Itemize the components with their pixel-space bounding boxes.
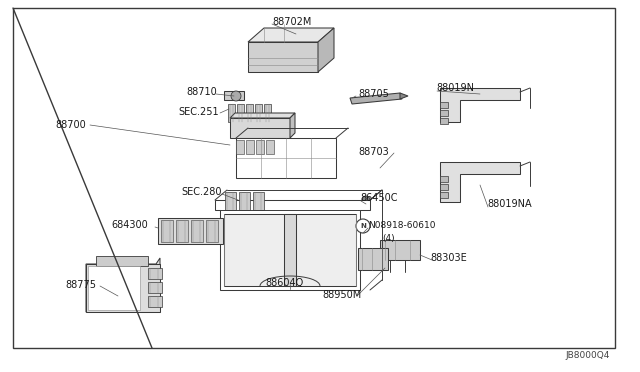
- Bar: [255, 104, 262, 122]
- Text: 88604Q: 88604Q: [265, 278, 303, 288]
- Bar: [161, 220, 173, 242]
- Circle shape: [231, 91, 241, 101]
- Text: 88710: 88710: [186, 87, 217, 97]
- Bar: [86, 264, 160, 312]
- Polygon shape: [248, 28, 334, 42]
- Text: JB8000Q4: JB8000Q4: [566, 351, 610, 360]
- Bar: [440, 102, 448, 108]
- Text: (4): (4): [382, 234, 395, 243]
- Bar: [191, 220, 203, 242]
- Bar: [256, 140, 264, 154]
- Polygon shape: [236, 138, 336, 178]
- Text: 88700: 88700: [55, 120, 86, 130]
- Polygon shape: [350, 93, 402, 104]
- Text: 88705: 88705: [358, 89, 389, 99]
- Polygon shape: [284, 214, 296, 286]
- Bar: [239, 192, 250, 210]
- Polygon shape: [248, 42, 318, 72]
- Bar: [440, 110, 448, 116]
- Polygon shape: [358, 248, 388, 270]
- Text: 88703: 88703: [358, 147, 388, 157]
- Bar: [440, 118, 448, 124]
- Bar: [148, 268, 162, 279]
- Polygon shape: [380, 240, 420, 260]
- Polygon shape: [224, 214, 356, 286]
- Text: SEC.280: SEC.280: [181, 187, 221, 197]
- Text: 88019N: 88019N: [436, 83, 474, 93]
- Bar: [158, 218, 223, 244]
- Text: 86450C: 86450C: [360, 193, 397, 203]
- Text: 88775: 88775: [65, 280, 96, 290]
- Polygon shape: [215, 200, 370, 290]
- Polygon shape: [400, 93, 408, 99]
- Bar: [440, 184, 448, 190]
- Polygon shape: [318, 28, 334, 72]
- Bar: [440, 192, 448, 198]
- Polygon shape: [440, 162, 520, 202]
- Polygon shape: [230, 113, 295, 118]
- Polygon shape: [290, 113, 295, 138]
- Text: 88019NA: 88019NA: [487, 199, 532, 209]
- Bar: [266, 140, 274, 154]
- Text: N08918-60610: N08918-60610: [368, 221, 435, 231]
- Bar: [246, 104, 253, 122]
- Text: 684300: 684300: [111, 220, 148, 230]
- Bar: [176, 220, 188, 242]
- Bar: [148, 296, 162, 307]
- Text: 88303E: 88303E: [430, 253, 467, 263]
- Bar: [440, 176, 448, 182]
- Polygon shape: [230, 118, 290, 138]
- Text: 88950M: 88950M: [322, 290, 361, 300]
- Circle shape: [362, 196, 370, 204]
- Bar: [206, 220, 218, 242]
- Text: N: N: [360, 223, 366, 229]
- Bar: [237, 104, 244, 122]
- Bar: [228, 104, 235, 122]
- Circle shape: [356, 219, 370, 233]
- Bar: [253, 192, 264, 210]
- Bar: [236, 140, 244, 154]
- Bar: [264, 104, 271, 122]
- Bar: [96, 256, 148, 266]
- Polygon shape: [224, 91, 244, 100]
- Bar: [225, 192, 236, 210]
- Polygon shape: [86, 258, 160, 312]
- Bar: [246, 140, 254, 154]
- Bar: [148, 282, 162, 293]
- Text: SEC.251: SEC.251: [178, 107, 219, 117]
- Bar: [88, 266, 140, 310]
- Text: 88702M: 88702M: [272, 17, 312, 27]
- Polygon shape: [440, 88, 520, 122]
